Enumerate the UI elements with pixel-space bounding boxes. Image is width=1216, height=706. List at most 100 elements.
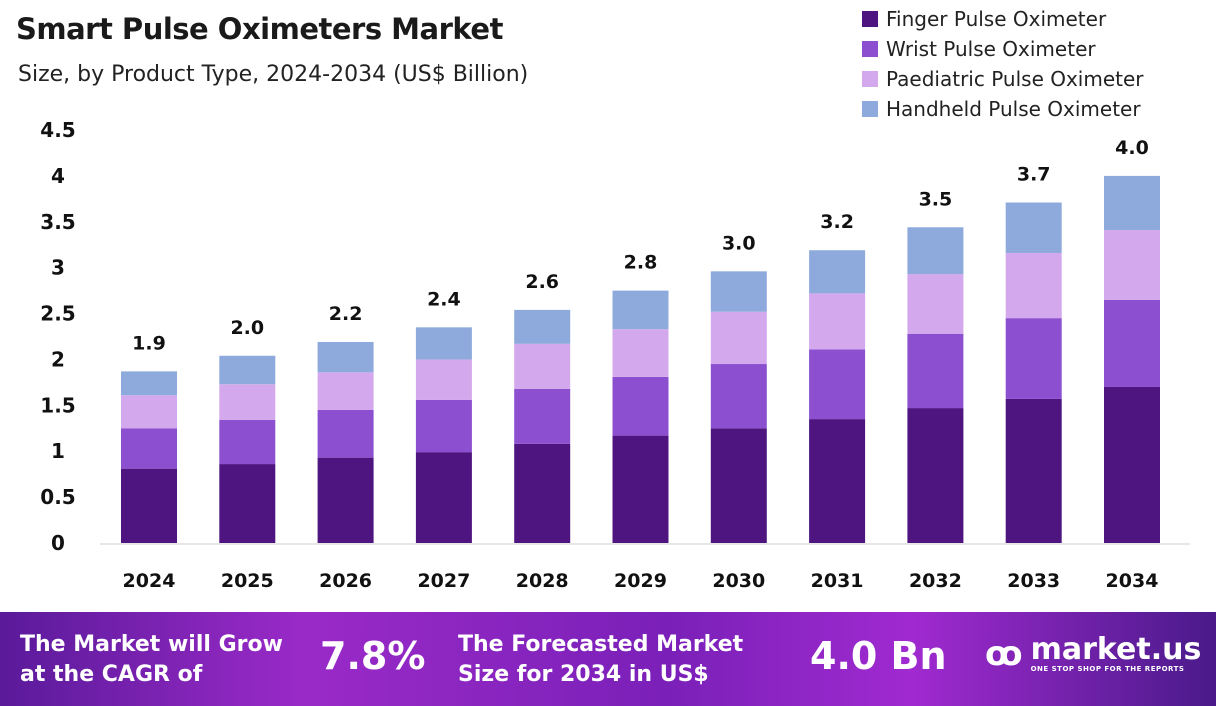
y-tick-label: 1 (51, 439, 65, 463)
bar-segment-wrist-pulse-oximeter (317, 409, 374, 458)
y-tick-label: 4.5 (40, 118, 75, 142)
bar-segment-handheld-pulse-oximeter (121, 371, 177, 396)
bar-segment-handheld-pulse-oximeter (710, 271, 767, 312)
y-tick-label: 2.5 (40, 302, 75, 326)
y-tick-label: 2 (51, 347, 65, 371)
bar-total-label: 4.0 (1115, 137, 1149, 159)
chart-subtitle: Size, by Product Type, 2024-2034 (US$ Bi… (18, 62, 529, 87)
bar-segment-wrist-pulse-oximeter (710, 364, 767, 429)
bar-segment-paediatric-pulse-oximeter (1005, 252, 1062, 319)
legend-swatch (862, 41, 878, 57)
y-tick-label: 0 (51, 531, 65, 555)
bar-segment-finger-pulse-oximeter (121, 468, 177, 543)
x-tick-label: 2026 (319, 570, 372, 592)
bar-segment-finger-pulse-oximeter (907, 408, 964, 543)
y-tick-label: 4 (51, 164, 65, 188)
bar-segment-wrist-pulse-oximeter (1104, 299, 1160, 387)
bar-total-label: 3.7 (1017, 164, 1051, 186)
bar-segment-wrist-pulse-oximeter (415, 399, 472, 453)
bar-segment-paediatric-pulse-oximeter (514, 343, 571, 389)
bar-segment-paediatric-pulse-oximeter (219, 384, 276, 421)
legend-label: Finger Pulse Oximeter (886, 7, 1107, 31)
bar-segment-handheld-pulse-oximeter (219, 355, 276, 385)
y-tick-label: 1.5 (40, 393, 75, 417)
bar-segment-wrist-pulse-oximeter (907, 333, 964, 409)
legend-item: Handheld Pulse Oximeter (862, 94, 1144, 124)
x-tick-label: 2029 (614, 570, 667, 592)
cagr-label: The Market will Grow at the CAGR of (20, 630, 283, 690)
legend-item: Finger Pulse Oximeter (862, 4, 1144, 34)
legend-item: Wrist Pulse Oximeter (862, 34, 1144, 64)
bar-segment-handheld-pulse-oximeter (415, 327, 472, 360)
x-tick-label: 2028 (516, 570, 569, 592)
bar-segment-finger-pulse-oximeter (219, 464, 276, 543)
bar-segment-finger-pulse-oximeter (1104, 386, 1160, 543)
bar-total-label: 2.4 (427, 288, 461, 310)
legend-swatch (862, 71, 878, 87)
x-tick-label: 2030 (712, 570, 765, 592)
legend-item: Paediatric Pulse Oximeter (862, 64, 1144, 94)
forecast-label-line2: Size for 2034 in US$ (458, 662, 709, 687)
bar-segment-paediatric-pulse-oximeter (1104, 230, 1160, 300)
bar-segment-wrist-pulse-oximeter (219, 420, 276, 465)
legend: Finger Pulse Oximeter Wrist Pulse Oximete… (862, 4, 1144, 124)
chart-title: Smart Pulse Oximeters Market (16, 12, 503, 46)
cagr-label-line2: at the CAGR of (20, 662, 203, 687)
bar-segment-wrist-pulse-oximeter (612, 376, 669, 436)
x-tick-label: 2031 (811, 570, 864, 592)
legend-swatch (862, 101, 878, 117)
bar-segment-paediatric-pulse-oximeter (710, 311, 767, 365)
x-tick-label: 2027 (417, 570, 470, 592)
bar-segment-finger-pulse-oximeter (415, 452, 472, 543)
bar-total-label: 3.0 (722, 232, 756, 254)
forecast-label: The Forecasted Market Size for 2034 in US… (458, 630, 743, 690)
x-tick-label: 2025 (221, 570, 274, 592)
legend-label: Paediatric Pulse Oximeter (886, 67, 1144, 91)
bar-segment-paediatric-pulse-oximeter (809, 293, 866, 350)
x-tick-label: 2034 (1106, 570, 1159, 592)
y-tick-label: 3.5 (40, 210, 75, 234)
forecast-label-line1: The Forecasted Market (458, 632, 744, 657)
summary-banner: The Market will Grow at the CAGR of 7.8% … (0, 612, 1216, 706)
x-tick-label: 2024 (123, 570, 176, 592)
x-tick-label: 2032 (909, 570, 962, 592)
bar-segment-handheld-pulse-oximeter (1104, 175, 1160, 231)
bar-segment-finger-pulse-oximeter (809, 419, 866, 543)
bar-segment-finger-pulse-oximeter (710, 428, 767, 543)
bar-total-label: 2.8 (624, 252, 658, 274)
cagr-label-line1: The Market will Grow (20, 632, 283, 657)
bar-segment-paediatric-pulse-oximeter (415, 359, 472, 400)
bar-segment-handheld-pulse-oximeter (514, 309, 571, 344)
bar-segment-handheld-pulse-oximeter (612, 290, 669, 330)
market-us-logo: ꝏ market.us ONE STOP SHOP FOR THE REPORTS (985, 634, 1201, 674)
y-tick-label: 3 (51, 256, 65, 280)
bar-segment-wrist-pulse-oximeter (514, 388, 571, 444)
logo-tagline: ONE STOP SHOP FOR THE REPORTS (1030, 665, 1185, 673)
legend-label: Handheld Pulse Oximeter (886, 97, 1141, 121)
chart-plot: 0 0.5 1 1.5 2 2.5 3 3.5 4 4.5 1.9 2024 2.0 2025 2.2 202… (40, 118, 1190, 592)
bar-segment-finger-pulse-oximeter (514, 443, 571, 543)
bar-segment-wrist-pulse-oximeter (809, 349, 866, 420)
bar-segment-handheld-pulse-oximeter (1005, 202, 1062, 253)
bar-segment-paediatric-pulse-oximeter (907, 274, 964, 334)
bar-segment-wrist-pulse-oximeter (1005, 318, 1062, 399)
bar-total-label: 2.2 (329, 303, 363, 325)
legend-swatch (862, 11, 878, 27)
legend-label: Wrist Pulse Oximeter (886, 37, 1096, 61)
bar-segment-paediatric-pulse-oximeter (612, 329, 669, 377)
bar-total-label: 2.6 (525, 271, 559, 293)
bar-segment-finger-pulse-oximeter (612, 435, 669, 543)
bar-segment-handheld-pulse-oximeter (907, 227, 964, 275)
bar-total-label: 3.2 (820, 211, 854, 233)
bar-total-label: 3.5 (919, 188, 953, 210)
bar-segment-finger-pulse-oximeter (317, 457, 374, 543)
forecast-value: 4.0 Bn (810, 634, 947, 678)
x-tick-label: 2033 (1007, 570, 1060, 592)
logo-mark-icon: ꝏ (985, 634, 1023, 674)
bar-total-label: 1.9 (132, 332, 166, 354)
bar-segment-wrist-pulse-oximeter (121, 428, 177, 469)
bar-segment-handheld-pulse-oximeter (317, 342, 374, 373)
bar-total-label: 2.0 (230, 317, 264, 339)
cagr-value: 7.8% (320, 634, 426, 678)
